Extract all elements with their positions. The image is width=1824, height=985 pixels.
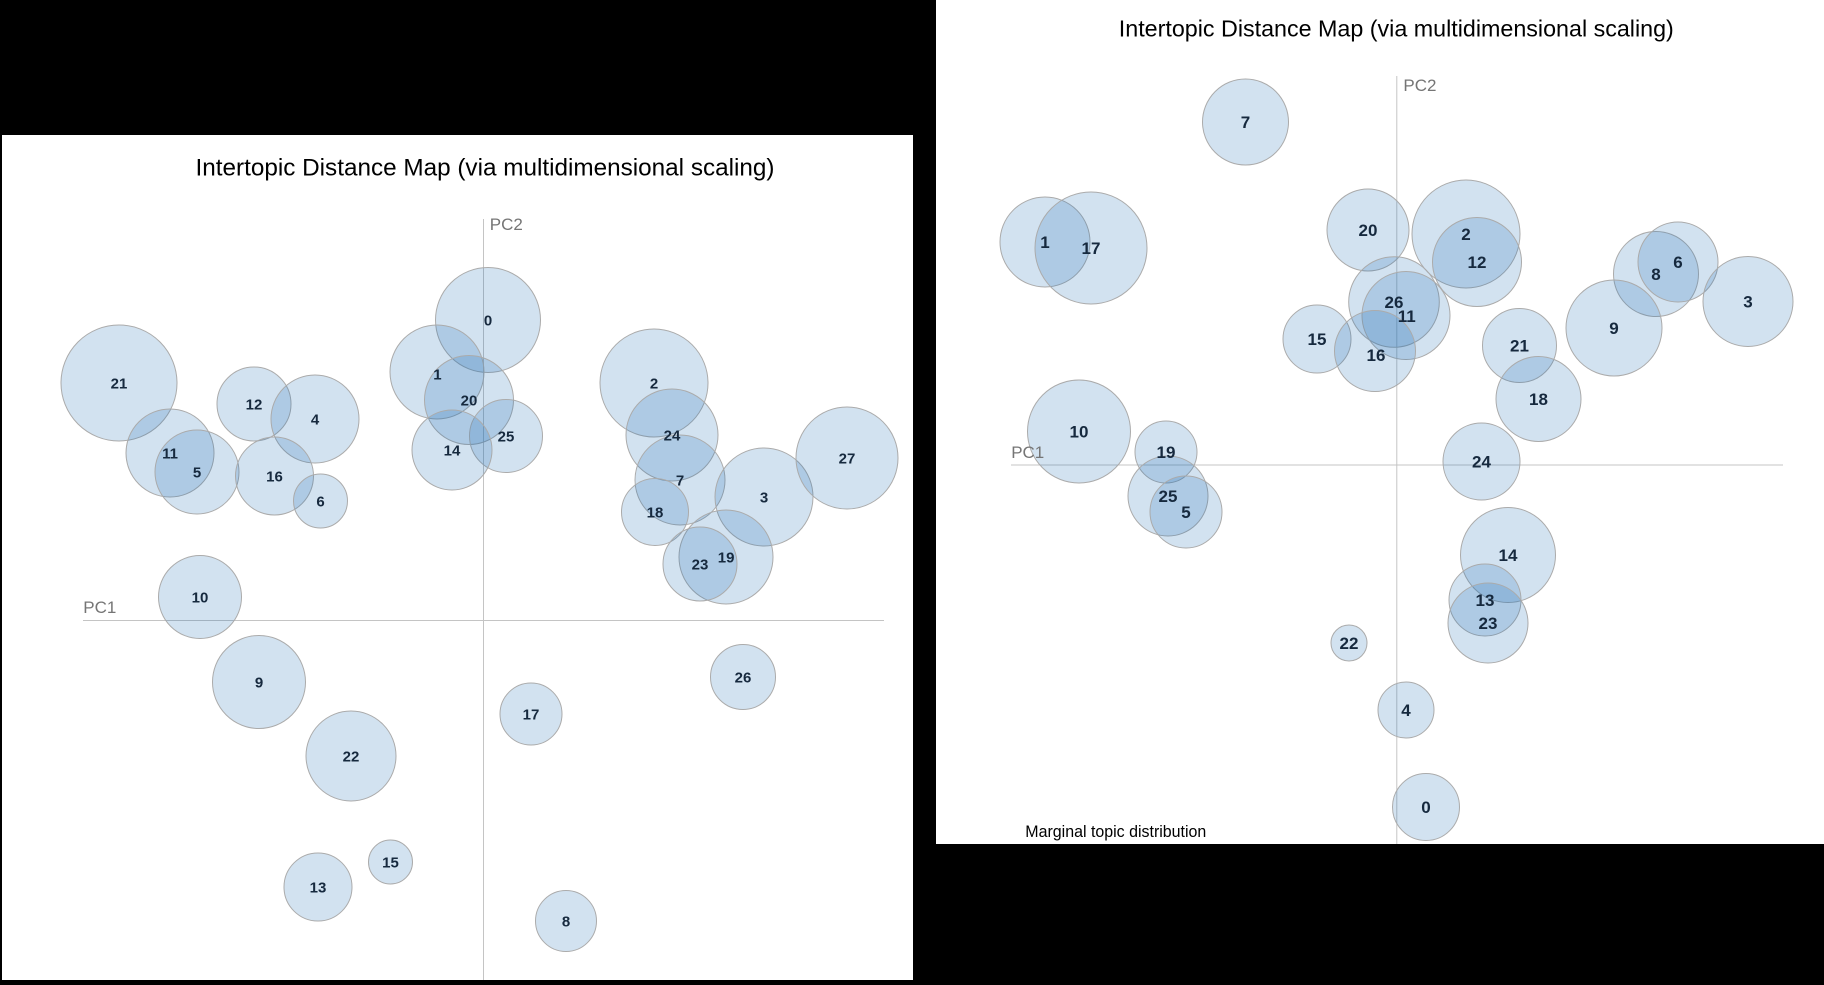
- svg-text:12: 12: [1468, 253, 1487, 272]
- svg-text:10: 10: [1070, 422, 1089, 441]
- svg-text:5: 5: [1181, 503, 1190, 522]
- svg-text:3: 3: [760, 489, 768, 506]
- svg-text:14: 14: [1499, 546, 1518, 565]
- svg-text:0: 0: [1421, 798, 1430, 817]
- svg-text:9: 9: [255, 674, 263, 691]
- svg-text:19: 19: [718, 549, 735, 566]
- svg-text:25: 25: [1159, 487, 1178, 506]
- svg-text:16: 16: [266, 468, 283, 485]
- svg-text:23: 23: [692, 556, 709, 573]
- svg-text:24: 24: [1472, 452, 1491, 471]
- svg-text:18: 18: [1529, 390, 1548, 409]
- svg-text:15: 15: [382, 854, 399, 871]
- svg-text:Intertopic Distance Map (via m: Intertopic Distance Map (via multidimens…: [196, 155, 775, 182]
- svg-text:8: 8: [562, 913, 570, 930]
- svg-text:16: 16: [1367, 346, 1386, 365]
- svg-text:13: 13: [310, 879, 327, 896]
- svg-text:19: 19: [1157, 443, 1176, 462]
- svg-text:PC2: PC2: [490, 215, 523, 234]
- svg-text:1: 1: [1040, 233, 1049, 252]
- svg-text:27: 27: [839, 450, 856, 467]
- svg-text:20: 20: [461, 392, 478, 409]
- svg-text:PC1: PC1: [83, 598, 116, 617]
- svg-text:6: 6: [1673, 253, 1682, 272]
- svg-text:17: 17: [523, 706, 540, 723]
- svg-text:7: 7: [1241, 113, 1250, 132]
- svg-text:6: 6: [316, 493, 324, 510]
- svg-text:25: 25: [498, 428, 515, 445]
- svg-text:Intertopic Distance Map (via m: Intertopic Distance Map (via multidimens…: [1119, 16, 1674, 42]
- svg-text:PC2: PC2: [1403, 76, 1436, 95]
- svg-text:7: 7: [676, 472, 684, 489]
- svg-text:24: 24: [664, 427, 681, 444]
- svg-text:17: 17: [1082, 239, 1101, 258]
- svg-text:3: 3: [1743, 292, 1752, 311]
- svg-text:18: 18: [647, 504, 664, 521]
- svg-text:11: 11: [1398, 307, 1416, 326]
- svg-text:9: 9: [1609, 319, 1618, 338]
- svg-text:2: 2: [1461, 225, 1470, 244]
- svg-text:2: 2: [650, 375, 658, 392]
- svg-text:PC1: PC1: [1011, 443, 1044, 462]
- svg-text:4: 4: [311, 411, 320, 428]
- svg-text:11: 11: [162, 445, 178, 462]
- svg-text:5: 5: [193, 464, 201, 481]
- svg-text:21: 21: [1510, 336, 1529, 355]
- svg-text:8: 8: [1651, 265, 1660, 284]
- svg-text:23: 23: [1479, 614, 1498, 633]
- svg-text:Marginal topic distribution: Marginal topic distribution: [1025, 822, 1206, 841]
- svg-text:13: 13: [1476, 591, 1495, 610]
- svg-text:26: 26: [735, 669, 752, 686]
- svg-text:12: 12: [246, 396, 263, 413]
- svg-text:0: 0: [484, 312, 492, 329]
- svg-text:22: 22: [343, 748, 360, 765]
- svg-text:14: 14: [444, 442, 461, 459]
- svg-text:21: 21: [111, 375, 128, 392]
- svg-text:15: 15: [1308, 330, 1327, 349]
- svg-text:20: 20: [1359, 221, 1378, 240]
- svg-text:10: 10: [192, 589, 209, 606]
- svg-text:4: 4: [1401, 701, 1411, 720]
- svg-text:26: 26: [1385, 293, 1404, 312]
- svg-text:22: 22: [1340, 634, 1359, 653]
- svg-text:1: 1: [433, 366, 441, 383]
